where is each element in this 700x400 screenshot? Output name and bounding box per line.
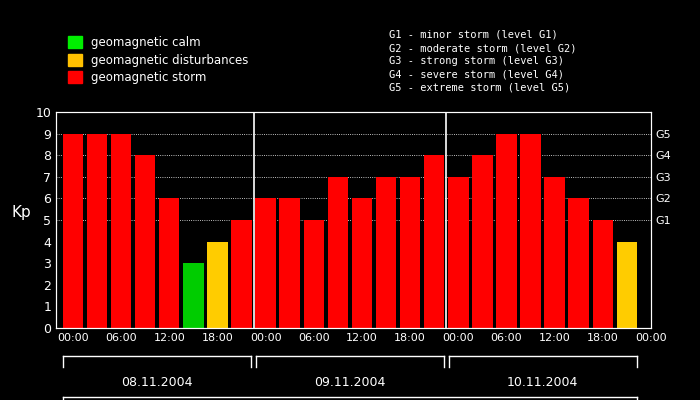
Bar bbox=[159, 198, 179, 328]
Y-axis label: Kp: Kp bbox=[11, 205, 32, 220]
Bar bbox=[279, 198, 300, 328]
Bar bbox=[545, 177, 565, 328]
Bar bbox=[351, 198, 372, 328]
Text: G1 - minor storm (level G1)
G2 - moderate storm (level G2)
G3 - strong storm (le: G1 - minor storm (level G1) G2 - moderat… bbox=[389, 30, 577, 93]
Bar bbox=[593, 220, 613, 328]
Text: 09.11.2004: 09.11.2004 bbox=[314, 376, 386, 388]
Bar bbox=[617, 242, 637, 328]
Bar bbox=[207, 242, 228, 328]
Bar bbox=[496, 134, 517, 328]
Bar bbox=[400, 177, 420, 328]
Text: 10.11.2004: 10.11.2004 bbox=[507, 376, 578, 388]
Bar bbox=[111, 134, 132, 328]
Bar bbox=[448, 177, 468, 328]
Bar bbox=[472, 155, 493, 328]
Bar bbox=[87, 134, 107, 328]
Bar bbox=[376, 177, 396, 328]
Bar bbox=[328, 177, 348, 328]
Bar bbox=[304, 220, 324, 328]
Text: 08.11.2004: 08.11.2004 bbox=[121, 376, 193, 388]
Bar bbox=[424, 155, 444, 328]
Bar bbox=[520, 134, 541, 328]
Bar bbox=[62, 134, 83, 328]
Bar bbox=[135, 155, 155, 328]
Bar bbox=[568, 198, 589, 328]
Bar bbox=[256, 198, 276, 328]
Bar bbox=[231, 220, 252, 328]
Legend: geomagnetic calm, geomagnetic disturbances, geomagnetic storm: geomagnetic calm, geomagnetic disturbanc… bbox=[68, 36, 248, 84]
Bar bbox=[183, 263, 204, 328]
